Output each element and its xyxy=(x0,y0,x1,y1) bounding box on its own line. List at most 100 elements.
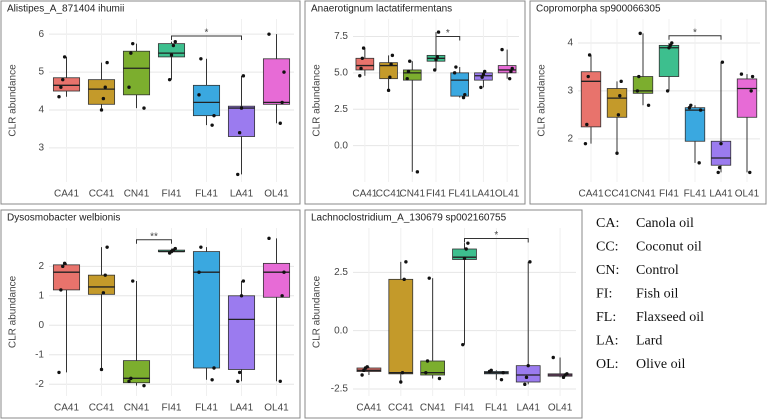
data-point xyxy=(282,70,286,74)
x-tick-label: LA41 xyxy=(230,189,254,200)
x-tick-label: OL41 xyxy=(264,189,289,200)
data-point xyxy=(464,247,468,251)
significance-bracket xyxy=(136,239,172,244)
data-point xyxy=(365,365,369,369)
data-point xyxy=(507,76,512,81)
x-tick-label: CN41 xyxy=(399,189,425,200)
data-point xyxy=(586,74,590,79)
box xyxy=(658,44,680,77)
box xyxy=(262,58,291,105)
x-tick-label: OL41 xyxy=(548,403,573,414)
data-point xyxy=(463,92,467,97)
box xyxy=(192,84,221,117)
y-axis-label: CLR abundance xyxy=(312,64,323,137)
data-point xyxy=(103,273,107,277)
data-point xyxy=(638,31,642,36)
data-point xyxy=(105,60,109,65)
data-point xyxy=(282,270,286,274)
legend-label: Lard xyxy=(636,334,662,349)
significance-label: ** xyxy=(150,231,158,242)
x-tick-label: LA41 xyxy=(472,189,496,200)
data-point xyxy=(489,368,493,373)
x-tick-label: OL41 xyxy=(495,189,520,200)
data-point xyxy=(239,294,244,298)
data-point xyxy=(101,96,106,101)
box xyxy=(402,69,422,81)
y-tick-label: 2 xyxy=(38,261,44,272)
data-point xyxy=(169,53,174,57)
x-tick-label: FI41 xyxy=(161,403,181,414)
data-point xyxy=(241,279,246,283)
box xyxy=(450,72,470,97)
chart-title: Alistipes_A_871404 ihumii xyxy=(7,4,124,15)
data-point xyxy=(565,372,569,376)
title-background xyxy=(533,2,664,16)
data-point xyxy=(62,261,67,266)
legend-code: FL: xyxy=(596,310,616,325)
box xyxy=(632,76,654,94)
panel: 2 3 4 CA41 CC41 CN41 FI41 FL41 LA41 OL41 CLR abund… xyxy=(529,0,767,205)
data-point xyxy=(210,123,214,127)
data-point xyxy=(510,66,514,71)
data-point xyxy=(212,366,216,370)
x-tick-label: CC41 xyxy=(376,189,402,200)
data-point xyxy=(748,170,752,175)
data-point xyxy=(408,59,412,63)
data-point xyxy=(199,245,203,249)
y-axis-label: CLR abundance xyxy=(537,64,548,137)
x-tick-label: FI41 xyxy=(659,189,679,200)
significance-bracket xyxy=(171,35,242,41)
data-point xyxy=(386,88,391,93)
data-point xyxy=(501,370,505,375)
data-point xyxy=(173,246,177,251)
data-point xyxy=(436,30,441,34)
legend-code: CN: xyxy=(596,263,619,278)
significance-bracket xyxy=(464,238,529,243)
data-point xyxy=(749,89,753,93)
data-point xyxy=(452,71,457,75)
significance-label: * xyxy=(693,27,697,38)
significance-label: * xyxy=(446,28,450,39)
data-point xyxy=(61,264,65,269)
box xyxy=(52,77,81,92)
data-point xyxy=(583,141,588,146)
data-point xyxy=(212,113,216,118)
x-tick-label: FI41 xyxy=(454,403,474,414)
data-point xyxy=(171,43,176,48)
box xyxy=(355,57,375,71)
y-tick-label: 2 xyxy=(567,133,573,144)
data-point xyxy=(239,106,244,110)
box xyxy=(580,71,602,128)
data-point xyxy=(278,379,282,383)
data-point xyxy=(587,53,592,57)
data-point xyxy=(131,279,135,283)
data-point xyxy=(424,370,428,375)
data-point xyxy=(129,51,133,55)
x-tick-label: FL41 xyxy=(448,189,471,200)
data-point xyxy=(750,74,755,79)
data-point xyxy=(415,170,420,174)
y-tick-label: 2.5 xyxy=(334,267,348,278)
box xyxy=(122,360,151,384)
data-point xyxy=(267,32,271,36)
legend-label: Control xyxy=(636,263,679,278)
data-point xyxy=(427,276,431,280)
data-point xyxy=(637,74,641,79)
x-tick-label: FL41 xyxy=(485,403,508,414)
significance-label: * xyxy=(494,230,498,241)
box xyxy=(227,105,256,137)
data-point xyxy=(105,245,109,249)
data-point xyxy=(524,375,529,380)
y-tick-label: 4 xyxy=(567,38,573,49)
panel-border xyxy=(304,0,526,205)
data-point xyxy=(278,121,282,125)
data-point xyxy=(167,77,172,82)
data-point xyxy=(618,94,622,98)
box xyxy=(192,251,221,369)
x-tick-label: CA41 xyxy=(356,403,381,414)
data-point xyxy=(461,95,466,100)
data-point xyxy=(361,46,366,50)
data-point xyxy=(57,95,61,99)
data-point xyxy=(615,151,619,155)
